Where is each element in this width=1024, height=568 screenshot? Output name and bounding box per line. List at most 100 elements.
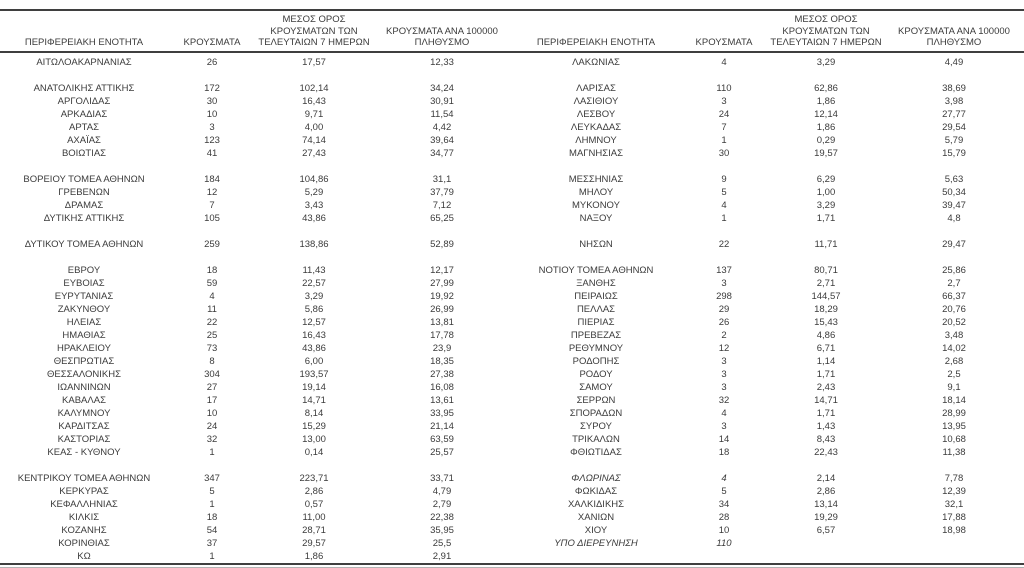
right-avg7-cell: 13,14 (814, 498, 838, 510)
left-region-cell: ΚΟΖΑΝΗΣ (61, 524, 107, 536)
separator-row (0, 251, 1024, 264)
left-avg7-cell: 104,86 (299, 173, 329, 185)
left-cases-cell: 30 (206, 95, 218, 107)
right-cases-cell: 110 (716, 82, 732, 94)
right-avg7-cell: 3,29 (816, 56, 836, 68)
right-region-cell: ΠΕΙΡΑΙΩΣ (574, 290, 618, 302)
table-row: ΚΕΡΚΥΡΑΣ 5 2,86 4,79 ΦΩΚΙΔΑΣ 5 2,86 12,39 (0, 485, 1024, 498)
left-per100k-cell: 22,38 (430, 511, 454, 523)
left-avg7-cell: 43,86 (302, 342, 326, 354)
right-region-cell: ΤΡΙΚΑΛΩΝ (572, 433, 620, 445)
left-region-cell: ΚΕΡΚΥΡΑΣ (59, 485, 109, 497)
table-row: ΚΑΛΥΜΝΟΥ 10 8,14 33,95 ΣΠΟΡΑΔΩΝ 4 1,71 28,99 (0, 407, 1024, 420)
left-cases-cell: 73 (206, 342, 218, 354)
left-region-cell: ΑΡΓΟΛΙΔΑΣ (57, 95, 111, 107)
right-cases-cell: 12 (718, 342, 730, 354)
left-avg7-cell: 9,71 (304, 108, 324, 120)
right-cases-cell: 7 (721, 121, 727, 133)
left-cases-cell: 24 (206, 420, 218, 432)
left-cases-cell: 304 (204, 368, 220, 380)
right-avg7-cell: 62,86 (814, 82, 838, 94)
left-cases-cell: 184 (204, 173, 220, 185)
left-region-cell: ΚΑΛΥΜΝΟΥ (57, 407, 111, 419)
right-avg7-cell: 1,14 (816, 355, 836, 367)
left-avg7-cell: 102,14 (299, 82, 329, 94)
left-per100k-cell: 25,57 (430, 446, 454, 458)
left-avg7-cell: 11,00 (302, 511, 326, 523)
left-per100k-cell: 26,99 (430, 303, 454, 315)
left-region-cell: ΚΑΡΔΙΤΣΑΣ (58, 420, 110, 432)
right-cases-cell: 9 (721, 173, 727, 185)
left-avg7-cell: 3,43 (304, 199, 324, 211)
right-per100k-cell: 20,76 (942, 303, 966, 315)
left-region-cell: ΘΕΣΣΑΛΟΝΙΚΗΣ (47, 368, 121, 380)
left-avg7-cell: 0,57 (304, 498, 324, 510)
left-cases-cell: 347 (204, 472, 220, 484)
left-avg7-cell: 138,86 (299, 238, 329, 250)
right-cases-cell: 4 (721, 472, 727, 484)
right-region-cell: ΡΟΔΟΥ (579, 368, 613, 380)
right-region-cell (512, 550, 680, 564)
regional-cases-table: ΠΕΡΙΦΕΡΕΙΑΚΗ ΕΝΟΤΗΤΑ ΚΡΟΥΣΜΑΤΑ ΜΕΣΟΣ ΟΡΟ… (0, 9, 1024, 565)
header-per100k-line2: ΠΛΗΘΥΣΜΟ (926, 37, 982, 48)
right-cases-cell: 26 (718, 316, 730, 328)
left-per100k-cell: 11,54 (430, 108, 454, 120)
left-avg7-cell: 8,14 (304, 407, 324, 419)
right-region-cell: ΦΛΩΡΙΝΑΣ (571, 472, 621, 484)
left-per100k-cell: 12,33 (430, 56, 454, 68)
right-region-cell: ΛΕΣΒΟΥ (576, 108, 616, 120)
left-cases-cell: 4 (209, 290, 215, 302)
left-avg7-cell: 74,14 (302, 134, 326, 146)
left-per100k-cell: 12,17 (430, 264, 454, 276)
table-row: ΓΡΕΒΕΝΩΝ 12 5,29 37,79 ΜΗΛΟΥ 5 1,00 50,34 (0, 186, 1024, 199)
right-avg7-cell: 80,71 (814, 264, 838, 276)
left-avg7-cell: 193,57 (299, 368, 329, 380)
left-cases-cell: 1 (209, 498, 215, 510)
table-body: ΑΙΤΩΛΟΑΚΑΡΝΑΝΙΑΣ 26 17,57 12,33 ΛΑΚΩΝΙΑΣ 4 3,2… (0, 52, 1024, 564)
table-row: ΕΥΒΟΙΑΣ 59 22,57 27,99 ΞΑΝΘΗΣ 3 2,71 2,7 (0, 277, 1024, 290)
right-cases-cell: 4 (721, 407, 727, 419)
left-region-cell: ΙΩΑΝΝΙΝΩΝ (57, 381, 111, 393)
right-per100k-cell (884, 550, 1024, 564)
left-cases-cell: 5 (209, 485, 215, 497)
table-row: ΚΩ 1 1,86 2,91 (0, 550, 1024, 564)
left-region-cell: ΒΟΙΩΤΙΑΣ (61, 147, 107, 159)
left-avg7-cell: 3,29 (304, 290, 324, 302)
left-region-cell: ΑΝΑΤΟΛΙΚΗΣ ΑΤΤΙΚΗΣ (33, 82, 135, 94)
left-avg7-cell: 5,29 (304, 186, 324, 198)
left-per100k-cell: 25,5 (432, 537, 452, 549)
left-cases-cell: 1 (209, 550, 215, 562)
bottom-gray-rule (0, 566, 1024, 568)
right-avg7-cell: 1,00 (816, 186, 836, 198)
right-region-cell: ΝΑΞΟΥ (579, 212, 613, 224)
left-per100k-cell: 63,59 (430, 433, 454, 445)
right-cases-cell: 4 (721, 56, 727, 68)
left-region-cell: ΚΕΑΣ - ΚΥΘΝΟΥ (47, 446, 121, 458)
right-avg7-cell (768, 537, 884, 550)
table-row: ΚΟΡΙΝΘΙΑΣ 37 29,57 25,5 ΥΠΟ ΔΙΕΡΕΥΝΗΣΗ 110 (0, 537, 1024, 550)
table-row: ΑΧΑΪΑΣ 123 74,14 39,64 ΛΗΜΝΟΥ 1 0,29 5,79 (0, 134, 1024, 147)
left-per100k-cell: 35,95 (430, 524, 454, 536)
left-per100k-cell: 21,14 (430, 420, 454, 432)
right-cases-cell: 4 (721, 199, 727, 211)
right-per100k-cell: 4,8 (947, 212, 961, 224)
left-region-cell: ΗΜΑΘΙΑΣ (62, 329, 106, 341)
right-region-cell: ΧΑΛΚΙΔΙΚΗΣ (567, 498, 625, 510)
separator-cell (0, 251, 1024, 264)
header-avg7-line2: ΚΡΟΥΣΜΑΤΩΝ ΤΩΝ (782, 25, 870, 37)
right-region-cell: ΡΕΘΥΜΝΟΥ (568, 342, 624, 354)
left-per100k-cell: 52,89 (430, 238, 454, 250)
right-region-cell: ΞΑΝΘΗΣ (576, 277, 616, 289)
right-per100k-cell: 4,49 (944, 56, 964, 68)
right-avg7-cell: 4,86 (816, 329, 836, 341)
right-per100k-cell: 3,98 (944, 95, 964, 107)
right-avg7-cell: 12,14 (814, 108, 838, 120)
right-cases-cell: 2 (721, 329, 727, 341)
left-per100k-cell: 33,71 (430, 472, 454, 484)
left-cases-cell: 18 (206, 511, 218, 523)
left-cases-cell: 41 (206, 147, 218, 159)
right-per100k-cell: 32,1 (944, 498, 964, 510)
right-cases-cell: 28 (718, 511, 730, 523)
right-region-cell: ΛΑΡΙΣΑΣ (576, 82, 616, 94)
right-cases-cell: 3 (721, 355, 727, 367)
